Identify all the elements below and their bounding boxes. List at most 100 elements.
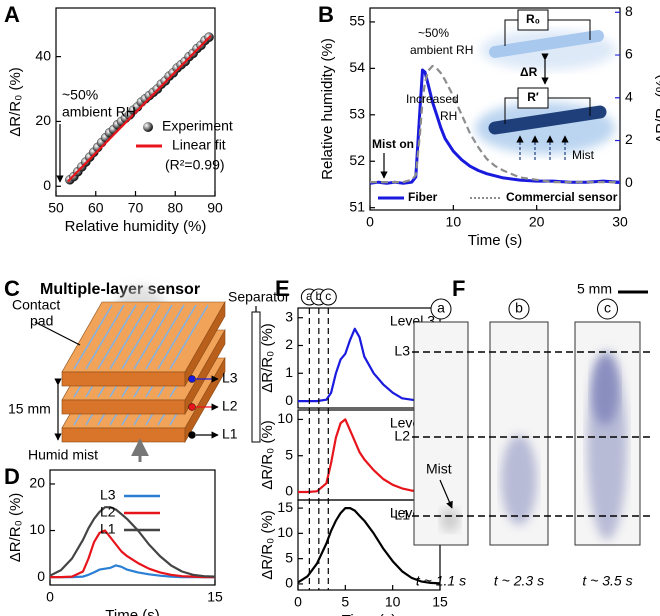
frame-label: a [437,300,445,316]
frame-label: b [515,300,523,316]
legend-label: Experiment [162,118,233,134]
layer-front [61,399,186,415]
y2-tick-label: 8 [625,3,633,19]
text: Contact [12,297,60,313]
marker-label: a [306,289,313,303]
annotation: ambient RH [62,104,136,120]
data-line [67,34,212,183]
level-label: L2 [394,428,410,444]
frame-badge [508,298,530,320]
x-tick-label: 15 [432,594,448,610]
y2-tick-label: 4 [625,88,633,104]
layer-label: L3 [222,370,238,386]
time-label: t ~ 2.3 s [494,573,544,589]
marker-label: b [315,289,322,303]
x-tick-label: 50 [48,200,64,216]
annotation: ambient RH [410,43,473,57]
marker-badge [319,288,337,306]
x-tick-label: 10 [446,214,462,230]
x-tick-label: 0 [46,589,54,605]
panel-letter: E [275,276,290,301]
y-tick-label: 0 [43,177,51,193]
y-tick-label: 0 [285,483,293,499]
legend-label: L2 [100,504,116,520]
data-line [297,507,441,585]
annotation: Mist on [372,137,414,151]
text: Separator [228,289,290,305]
time-label: t ~ 3.5 s [582,573,632,589]
panel-letter: C [4,276,20,301]
mist-plume [501,435,537,525]
x-axis-label: Relative humidity (%) [65,218,207,235]
annotation: RH [440,109,457,123]
panel-letter: B [318,2,334,27]
x-axis-label: Time (s) [105,607,159,616]
y-tick-label: 55 [349,13,365,29]
y-axis-label: ΔR/R₀ (%) [7,67,24,137]
legend-label: Fiber [408,190,438,204]
annotation: ΔR [520,65,538,79]
y-axis-label: ΔR/R₀ (%) [259,510,276,580]
contact-dot [188,431,196,439]
y-tick-label: 0 [37,568,45,584]
x-tick-label: 0 [294,594,302,610]
x-axis-label: Time (s) [342,612,396,616]
level-label: L3 [394,343,410,359]
legend-label: L3 [100,487,116,503]
time-label: t ~ 1.1 s [416,573,466,589]
y-tick-label: 3 [285,308,293,324]
x-tick-label: 15 [207,589,223,605]
fiber [121,304,161,370]
annotation: Mist [426,461,452,477]
plot-frame [49,469,216,586]
data-line [50,529,215,579]
data-line [49,506,216,578]
inset-tube [489,30,604,58]
x-tick-label: 10 [385,594,401,610]
layer-label: L1 [222,426,238,442]
legend-label: Linear fit [172,137,226,153]
inset-tube [488,105,607,135]
y-tick-label: 0 [285,575,293,591]
layer-side [184,300,226,388]
mist-plume [440,508,460,532]
frame-badge [597,298,618,320]
text: pad [30,313,53,329]
y-axis-label: Relative humidity (%) [319,38,336,180]
annotation: ~50% [418,26,449,40]
y-tick-label: 52 [349,152,365,168]
arrow [439,479,453,509]
fiber [169,304,209,370]
layer-side [184,328,226,416]
legend-swatch [143,122,153,132]
text: 15 mm [8,401,51,417]
image-frame [413,321,469,546]
level-label: L1 [394,507,410,523]
panel-letter: D [4,464,20,489]
annotation: (R²=0.99) [165,157,225,173]
inset-wire [504,19,591,124]
layer-front [61,371,186,387]
y-axis-label: ΔR/R₀ (%) [7,493,24,563]
fiber [97,304,137,370]
annotation: R′ [527,90,539,104]
y-tick-label: 54 [349,59,365,75]
marker-label: c [325,289,331,303]
legend-label: L1 [100,521,116,537]
frame-badge [430,298,452,320]
annotation: R₀ [526,12,540,26]
y2-tick-label: 6 [625,46,633,62]
separator [251,311,261,443]
contact-dot [188,375,196,383]
x-tick-label: 0 [366,214,374,230]
x-tick-label: 30 [612,214,628,230]
data-line [298,418,440,494]
plot-frame [369,7,621,211]
fiber [133,304,173,370]
y-tick-label: 51 [349,198,365,214]
y-tick-label: 5 [285,446,293,462]
y-tick-label: 0 [285,392,293,408]
fiber [85,304,125,370]
data-line [298,327,440,403]
